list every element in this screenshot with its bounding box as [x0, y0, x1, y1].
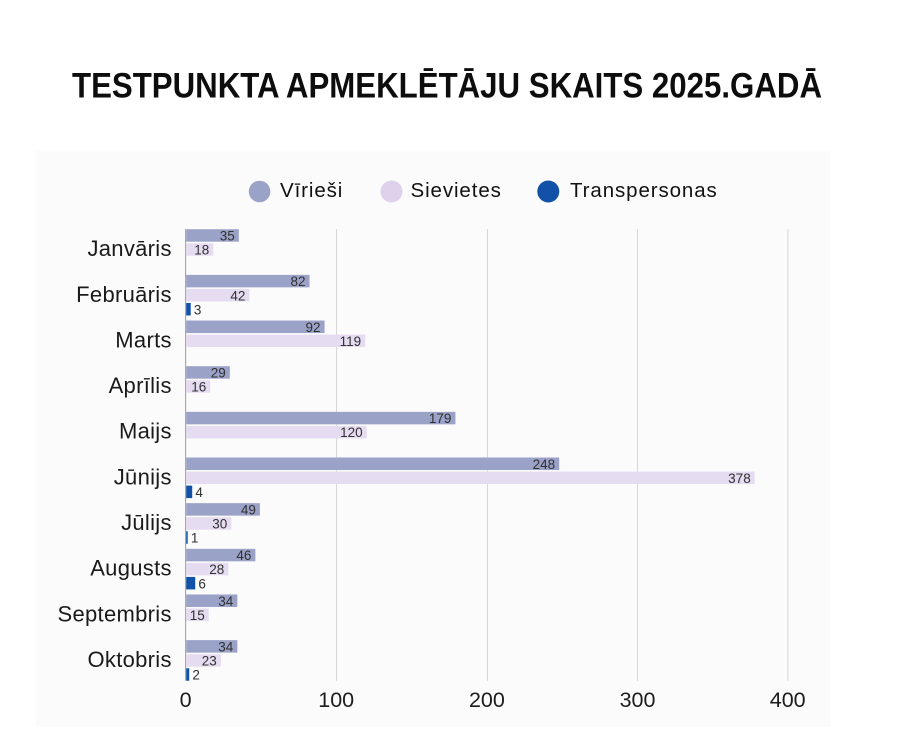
svg-text:18: 18 — [194, 243, 209, 258]
svg-text:23: 23 — [202, 654, 217, 669]
svg-text:378: 378 — [728, 471, 751, 486]
svg-text:119: 119 — [340, 334, 362, 349]
svg-text:100: 100 — [318, 688, 354, 712]
svg-text:120: 120 — [340, 425, 363, 440]
svg-text:6: 6 — [198, 576, 206, 591]
svg-text:35: 35 — [220, 229, 235, 244]
svg-text:Jūnijs: Jūnijs — [114, 464, 172, 489]
svg-text:16: 16 — [191, 380, 206, 395]
svg-text:Janvāris: Janvāris — [87, 236, 171, 261]
svg-text:300: 300 — [620, 688, 656, 712]
svg-text:Septembris: Septembris — [58, 601, 172, 626]
svg-text:15: 15 — [190, 608, 205, 623]
svg-text:Jūlijs: Jūlijs — [121, 510, 172, 535]
svg-text:Augusts: Augusts — [90, 556, 172, 581]
svg-text:TESTPUNKTA APMEKLĒTĀJU SKAITS: TESTPUNKTA APMEKLĒTĀJU SKAITS 2025.GADĀ — [72, 66, 822, 105]
svg-text:400: 400 — [770, 688, 806, 712]
svg-text:92: 92 — [306, 320, 321, 335]
svg-text:0: 0 — [180, 688, 192, 712]
svg-text:4: 4 — [195, 485, 203, 500]
svg-text:1: 1 — [191, 531, 199, 546]
svg-text:42: 42 — [230, 288, 245, 303]
svg-text:248: 248 — [533, 457, 556, 472]
svg-text:Maijs: Maijs — [119, 419, 172, 444]
svg-text:Sievietes: Sievietes — [411, 179, 502, 202]
svg-text:Vīrieši: Vīrieši — [280, 179, 343, 202]
svg-text:Transpersonas: Transpersonas — [570, 179, 718, 202]
svg-text:34: 34 — [218, 594, 234, 609]
svg-text:Oktobris: Oktobris — [87, 647, 171, 672]
svg-text:29: 29 — [211, 366, 226, 381]
svg-text:34: 34 — [218, 639, 234, 654]
svg-text:2: 2 — [192, 668, 200, 683]
svg-text:30: 30 — [212, 517, 227, 532]
svg-text:46: 46 — [236, 548, 251, 563]
svg-text:Marts: Marts — [115, 327, 172, 352]
svg-text:Aprīlis: Aprīlis — [109, 373, 172, 398]
svg-text:82: 82 — [290, 274, 305, 289]
svg-text:3: 3 — [194, 302, 202, 317]
svg-text:Februāris: Februāris — [76, 282, 172, 307]
svg-text:200: 200 — [469, 688, 505, 712]
svg-text:28: 28 — [209, 562, 224, 577]
svg-text:49: 49 — [241, 503, 256, 518]
svg-text:179: 179 — [429, 411, 452, 426]
